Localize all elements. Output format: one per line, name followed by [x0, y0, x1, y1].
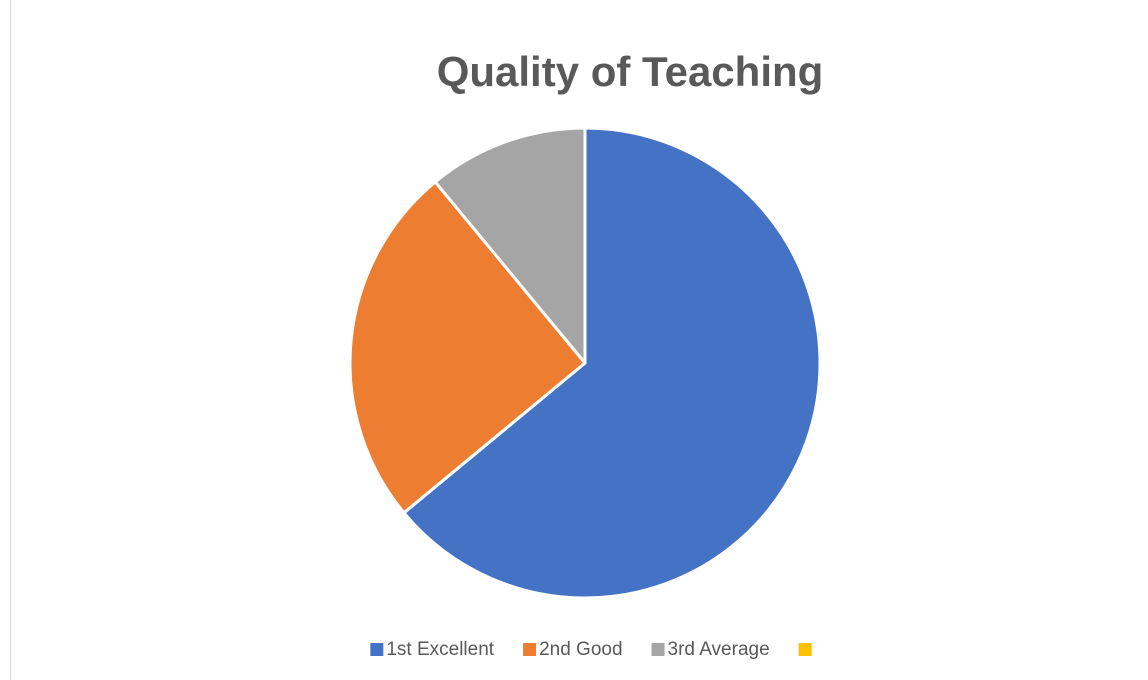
legend-swatch	[523, 643, 537, 656]
legend-swatch	[651, 643, 665, 656]
legend-label: 1st Excellent	[386, 639, 494, 660]
pie-slice	[348, 180, 587, 515]
legend-label: 2nd Good	[539, 639, 622, 660]
legend-label: 3rd Average	[668, 639, 770, 660]
chart-title: Quality of Teaching	[437, 48, 824, 95]
pie-slice	[433, 126, 587, 365]
pie-slice	[402, 126, 822, 600]
legend-swatch	[370, 643, 384, 656]
legend-swatch	[798, 643, 812, 656]
